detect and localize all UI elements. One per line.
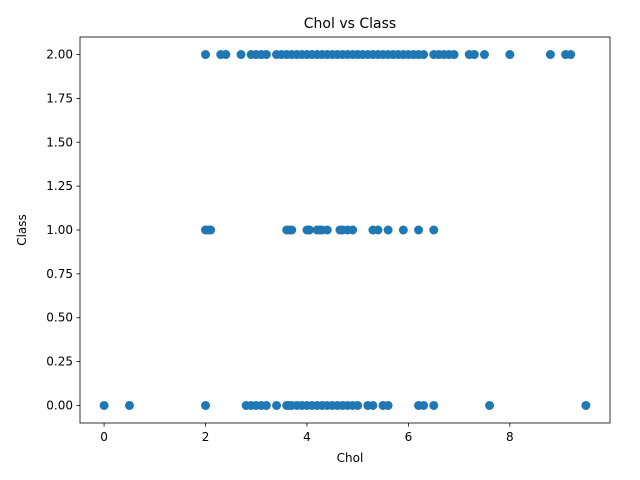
data-point [287,225,297,235]
data-point [124,400,134,410]
data-point [261,400,271,410]
data-point [479,50,489,60]
data-point [383,225,393,235]
y-tick-label: 1.25 [46,179,73,193]
data-point [261,50,271,60]
y-tick-label: 1.75 [46,91,73,105]
data-point [221,50,231,60]
data-point [272,400,282,410]
data-point [201,400,211,410]
data-point [469,50,479,60]
x-tick-label: 2 [202,430,210,444]
data-point [348,225,358,235]
data-points [99,50,591,410]
x-axis-ticks: 0 2 4 6 8 [100,423,514,444]
data-point [566,50,576,60]
y-axis-ticks: 0.00 0.25 0.50 0.75 1.00 1.25 1.50 1.75 2.00 [46,48,80,412]
data-point [505,50,515,60]
data-point [398,225,408,235]
data-point [419,400,429,410]
y-axis-label: Class [15,214,29,246]
x-axis-label: Chol [337,451,364,465]
data-point [373,225,383,235]
y-tick-label: 2.00 [46,48,73,62]
y-tick-label: 1.50 [46,135,73,149]
data-point [383,400,393,410]
data-point [429,225,439,235]
data-point [353,400,363,410]
x-tick-label: 8 [506,430,514,444]
y-tick-label: 0.00 [46,398,73,412]
data-point [419,50,429,60]
x-tick-label: 0 [100,430,108,444]
x-tick-label: 6 [405,430,413,444]
data-point [449,50,459,60]
y-tick-label: 1.00 [46,223,73,237]
chart-title: Chol vs Class [304,16,396,32]
data-point [206,225,216,235]
data-point [368,400,378,410]
data-point [581,400,591,410]
data-point [545,50,555,60]
data-point [485,400,495,410]
data-point [322,225,332,235]
data-point [236,50,246,60]
data-point [429,400,439,410]
data-point [304,225,314,235]
y-tick-label: 0.25 [46,355,73,369]
y-tick-label: 0.75 [46,267,73,281]
y-tick-label: 0.50 [46,311,73,325]
x-tick-label: 4 [303,430,311,444]
data-point [414,225,424,235]
data-point [201,50,211,60]
data-point [99,400,109,410]
